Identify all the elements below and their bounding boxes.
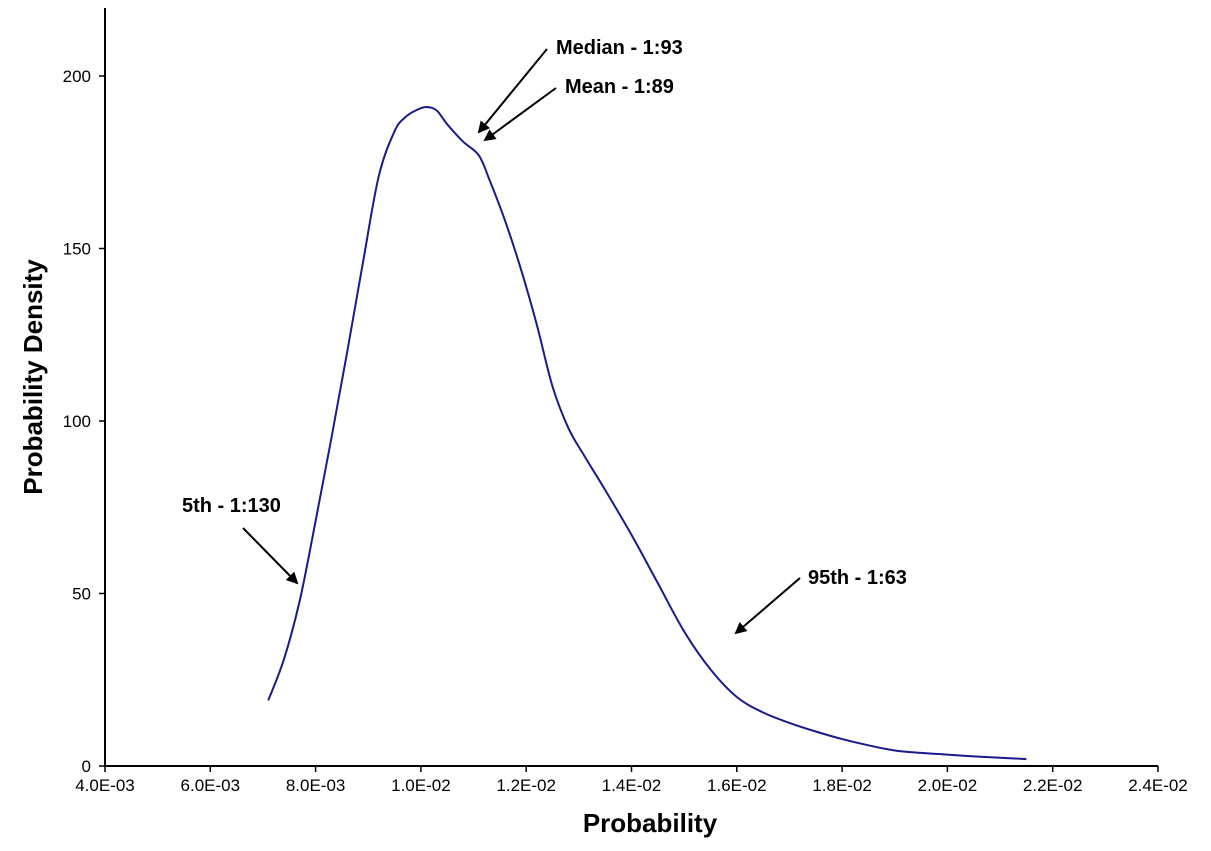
x-tick-label: 1.0E-02	[391, 776, 451, 795]
ninety-fifth-percentile-annotation-label: 95th - 1:63	[808, 567, 907, 589]
median-arrow	[477, 48, 548, 134]
y-tick-label: 0	[82, 757, 91, 776]
ninety-fifth-percentile-arrow	[734, 577, 801, 635]
x-tick-label: 2.2E-02	[1023, 776, 1083, 795]
x-tick-label: 2.4E-02	[1128, 776, 1188, 795]
x-tick-label: 1.6E-02	[707, 776, 767, 795]
x-axis-ticks: 4.0E-03 6.0E-03 8.0E-03 1.0E-02 1.2E-02 1.4E-…	[75, 766, 1188, 795]
median-annotation: Median - 1:93	[477, 37, 683, 134]
mean-annotation-label: Mean - 1:89	[565, 76, 674, 98]
mean-arrow	[483, 87, 557, 142]
plot-area: 4.0E-03 6.0E-03 8.0E-03 1.0E-02 1.2E-02 1.4E-…	[63, 8, 1188, 795]
y-axis-ticks: 0 50 100 150 200	[63, 67, 105, 776]
y-tick-label: 200	[63, 67, 91, 86]
fifth-percentile-annotation: 5th - 1:130	[182, 495, 299, 585]
x-tick-label: 1.4E-02	[602, 776, 662, 795]
x-tick-label: 4.0E-03	[75, 776, 135, 795]
y-axis-title: Probability Density	[18, 259, 48, 495]
x-tick-label: 8.0E-03	[286, 776, 346, 795]
density-curve-line	[267, 106, 1027, 761]
fifth-percentile-arrow	[242, 527, 299, 585]
annotations: Median - 1:93 Mean - 1:89 5th - 1:130 95…	[182, 37, 907, 635]
y-tick-label: 50	[72, 585, 91, 604]
x-tick-label: 1.2E-02	[496, 776, 556, 795]
x-tick-label: 6.0E-03	[181, 776, 241, 795]
fifth-percentile-annotation-label: 5th - 1:130	[182, 495, 281, 517]
x-tick-label: 2.0E-02	[918, 776, 978, 795]
y-tick-label: 100	[63, 412, 91, 431]
ninety-fifth-percentile-annotation: 95th - 1:63	[734, 567, 907, 635]
x-tick-label: 1.8E-02	[812, 776, 872, 795]
x-axis-title: Probability	[583, 808, 718, 838]
mean-annotation: Mean - 1:89	[483, 76, 674, 142]
median-annotation-label: Median - 1:93	[556, 37, 683, 59]
y-tick-label: 150	[63, 240, 91, 259]
